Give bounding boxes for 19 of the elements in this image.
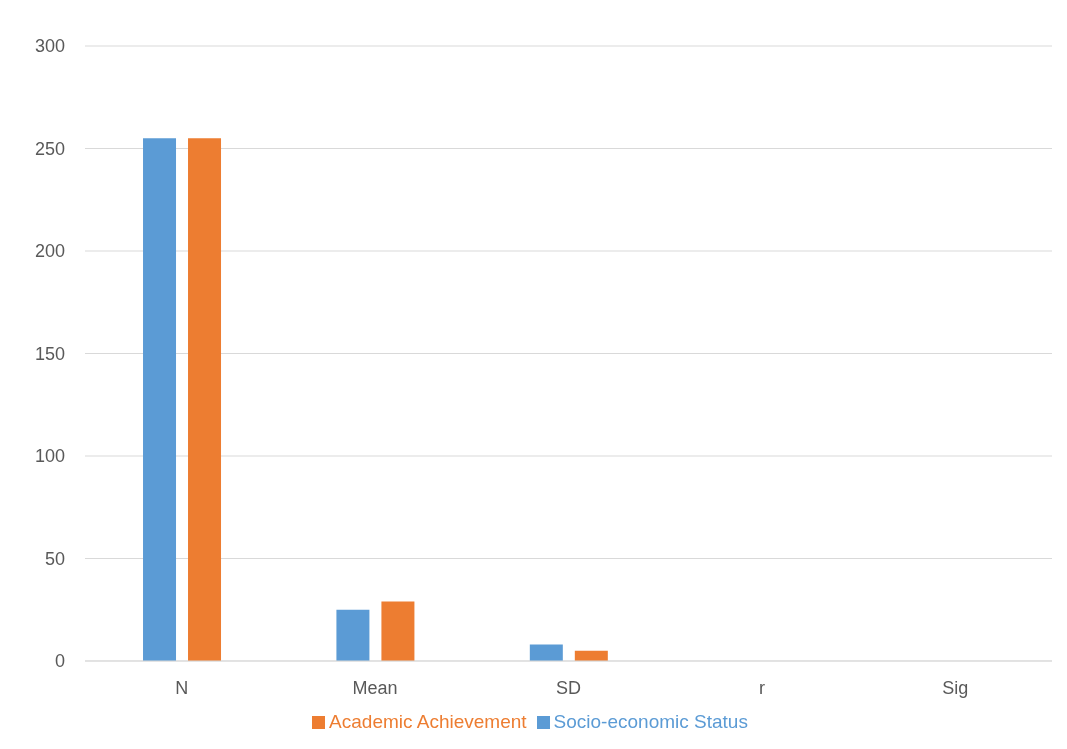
y-tick-label: 300	[34, 36, 65, 57]
bar	[336, 609, 370, 661]
bar	[381, 601, 415, 661]
bar	[529, 644, 563, 661]
y-tick-label: 50	[44, 548, 65, 569]
x-tick-label: Mean	[352, 677, 398, 698]
x-tick-label: N	[175, 677, 189, 698]
bar	[143, 138, 177, 661]
y-tick-label: 100	[34, 446, 65, 467]
y-tick-label: 250	[34, 138, 65, 159]
x-tick-label: Sig	[942, 677, 969, 698]
y-tick-label: 0	[54, 651, 65, 672]
legend-label: Socio-economic Status	[553, 711, 748, 732]
y-tick-label: 150	[34, 343, 65, 364]
y-tick-label: 200	[34, 241, 65, 262]
legend-label: Academic Achievement	[329, 711, 527, 732]
x-tick-label: SD	[555, 677, 582, 698]
bar	[188, 138, 222, 661]
x-tick-label: r	[758, 677, 765, 698]
